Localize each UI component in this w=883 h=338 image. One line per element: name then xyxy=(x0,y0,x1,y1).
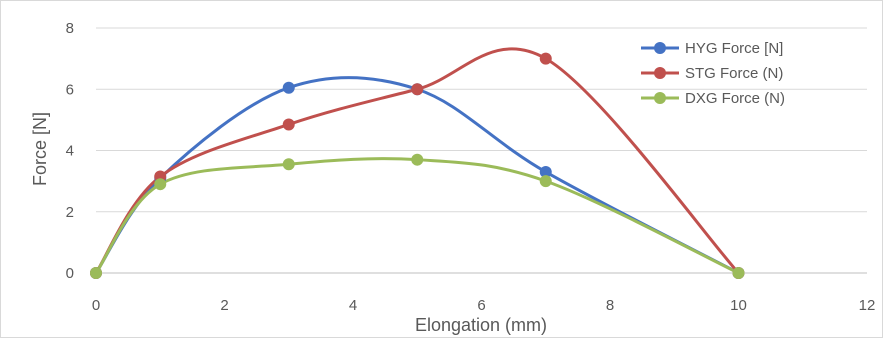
legend-swatch-marker xyxy=(654,92,666,104)
axes: 0 2 4 6 8 0 2 4 6 8 10 12 xyxy=(66,20,876,314)
x-tick-label: 12 xyxy=(859,297,876,314)
legend-item-1: HYG Force [N] xyxy=(641,40,783,57)
data-point-series-2 xyxy=(539,52,552,65)
x-tick-label: 2 xyxy=(220,297,228,314)
x-tick-label: 8 xyxy=(606,297,614,314)
data-point-series-3 xyxy=(411,153,424,166)
y-axis-title: Force [N] xyxy=(30,112,50,186)
legend-label: STG Force (N) xyxy=(685,65,783,82)
data-point-series-3 xyxy=(732,267,745,279)
y-tick-label: 8 xyxy=(66,20,74,37)
legend-item-3: DXG Force (N) xyxy=(641,90,785,107)
legend-label: HYG Force [N] xyxy=(685,40,783,57)
data-point-series-2 xyxy=(282,118,295,131)
legend-swatch-marker xyxy=(654,67,666,79)
gridlines xyxy=(96,27,867,213)
x-tick-label: 6 xyxy=(477,297,485,314)
data-point-series-1 xyxy=(539,165,552,178)
y-tick-label: 6 xyxy=(66,81,74,98)
y-tick-label: 4 xyxy=(66,143,74,160)
x-axis-title: Elongation (mm) xyxy=(415,315,547,335)
series-markers xyxy=(90,52,745,279)
data-point-series-3 xyxy=(539,175,552,188)
x-tick-label: 10 xyxy=(730,297,747,314)
legend-swatch-marker xyxy=(654,42,666,54)
x-tick-label: 4 xyxy=(349,297,357,314)
y-tick-label: 0 xyxy=(66,265,74,282)
x-tick-label: 0 xyxy=(92,297,100,314)
data-point-series-3 xyxy=(154,178,167,191)
data-point-series-1 xyxy=(282,81,295,94)
series-line-3 xyxy=(94,157,740,275)
legend: HYG Force [N] STG Force (N) DXG Force (N) xyxy=(641,40,785,107)
legend-label: DXG Force (N) xyxy=(685,90,785,107)
data-point-series-3 xyxy=(90,267,102,279)
series-line-1 xyxy=(94,76,740,275)
legend-item-2: STG Force (N) xyxy=(641,65,783,82)
y-tick-label: 2 xyxy=(66,204,74,221)
data-point-series-2 xyxy=(411,83,424,96)
data-point-series-3 xyxy=(282,158,295,171)
